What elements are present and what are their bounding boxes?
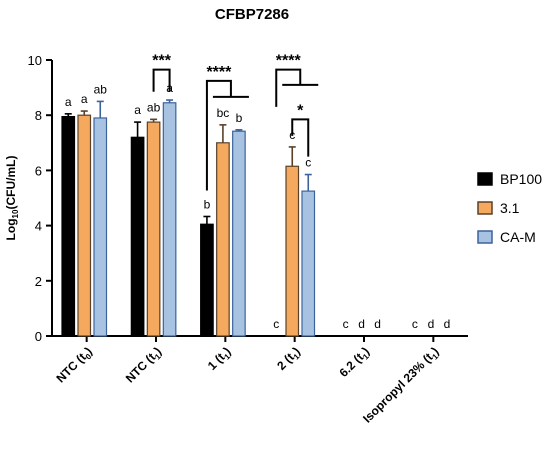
significance-brackets: ************ — [152, 53, 319, 191]
x-axis-categories: NTC (t0) NTC (t1) 1 (t1) 2 (t1) 6.2 (t1)Isop… — [53, 344, 443, 427]
significance-letter: ab — [94, 82, 108, 96]
significance-bracket — [291, 118, 310, 157]
y-tick-label: 8 — [35, 108, 42, 123]
y-tick-label: 4 — [35, 219, 42, 234]
x-tick-label: NTC (t1) — [123, 344, 166, 387]
legend-swatch — [477, 172, 493, 186]
x-tick-label: 2 (t1) — [274, 344, 304, 374]
bar — [130, 136, 145, 337]
y-tick-label: 0 — [35, 329, 42, 344]
bar — [232, 130, 246, 337]
bar — [146, 121, 161, 337]
bar — [216, 142, 230, 337]
significance-letter: d — [428, 317, 435, 331]
axes: 0 2 4 6 8 10 — [28, 53, 468, 344]
significance-stars: * — [297, 102, 304, 119]
legend-swatch — [477, 201, 493, 215]
significance-bracket — [205, 79, 232, 191]
significance-letter: b — [204, 197, 211, 211]
bar — [77, 114, 92, 337]
y-axis-title: Log10(CFU/mL) — [4, 156, 20, 241]
bar — [200, 223, 214, 337]
legend-swatch — [477, 230, 493, 244]
x-tick-label: 1 (t1) — [205, 344, 235, 374]
significance-letter: bc — [217, 106, 230, 120]
significance-letter: d — [358, 317, 365, 331]
significance-letter: c — [305, 156, 311, 170]
significance-letter: c — [412, 317, 418, 331]
significance-letter: c — [343, 317, 349, 331]
y-tick-label: 2 — [35, 274, 42, 289]
chart-title: CFBP7286 — [215, 6, 289, 23]
significance-letter: d — [444, 317, 451, 331]
significance-letter: a — [134, 103, 141, 117]
y-axis-label: Log10(CFU/mL) — [4, 156, 20, 241]
significance-bracket — [275, 68, 302, 107]
x-tick-label: 6.2 (t1) — [336, 344, 373, 381]
legend-label: BP100 — [500, 171, 542, 187]
significance-stars: *** — [152, 53, 171, 70]
y-tick-label: 6 — [35, 163, 42, 178]
bar — [301, 190, 316, 337]
legend-label: CA-M — [500, 229, 536, 245]
bars — [61, 99, 316, 337]
significance-bracket — [152, 68, 171, 92]
x-tick-label: NTC (t0) — [53, 344, 96, 387]
significance-letter: b — [236, 111, 243, 125]
significance-letter: c — [273, 317, 279, 331]
legend: BP100 3.1 CA-M — [477, 171, 542, 245]
significance-letter: a — [65, 95, 72, 109]
significance-letter: a — [81, 92, 88, 106]
bar — [285, 165, 300, 337]
significance-letter: ab — [147, 100, 161, 114]
bar — [93, 117, 108, 337]
bar — [61, 115, 76, 337]
significance-stars: **** — [276, 53, 302, 70]
y-tick-label: 10 — [28, 53, 42, 68]
legend-label: 3.1 — [500, 200, 520, 216]
x-tick-label: Isopropyl 23% (t1) — [360, 344, 443, 427]
bar — [162, 102, 177, 337]
significance-stars: **** — [206, 64, 232, 81]
significance-letter: d — [374, 317, 381, 331]
